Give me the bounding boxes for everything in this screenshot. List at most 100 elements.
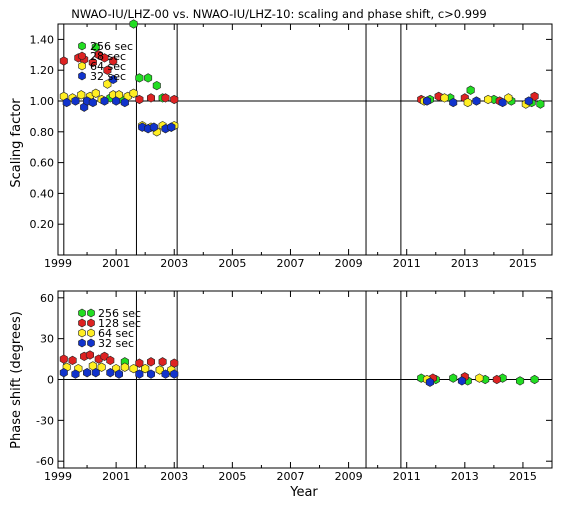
x-tick-label: 1999 [44, 257, 72, 270]
data-point [158, 357, 167, 367]
x-axis-label: Year [289, 485, 318, 500]
y-tick-label: 0.20 [30, 218, 55, 231]
legend-marker [87, 338, 95, 348]
data-point [112, 96, 121, 106]
data-point [530, 91, 539, 102]
x-tick-label: 2001 [102, 257, 130, 270]
plot-frame [57, 23, 553, 256]
data-point [152, 80, 161, 91]
data-point [483, 94, 493, 105]
data-point [129, 19, 138, 29]
legend-label: 64 sec [98, 327, 134, 340]
y-tick-label: 0 [47, 374, 54, 387]
data-point [161, 93, 170, 103]
legend-marker [87, 308, 95, 318]
data-point [170, 369, 179, 379]
data-point [449, 373, 458, 383]
data-point [91, 42, 100, 52]
y-axis-label-phase: Phase shift (degrees) [9, 311, 24, 449]
data-point [135, 358, 144, 368]
legend-marker [87, 328, 95, 338]
legend-marker [78, 338, 86, 348]
data-point [106, 355, 115, 366]
legend-label: 28 sec [90, 50, 126, 63]
data-point [167, 122, 176, 132]
data-point [62, 97, 71, 108]
data-point [129, 363, 138, 374]
chart-title: NWAO-IU/LHZ-00 vs. NWAO-IU/LHZ-10: scali… [71, 7, 486, 21]
data-point [141, 363, 150, 374]
data-point [530, 374, 539, 385]
data-point [135, 369, 144, 379]
data-point [147, 369, 155, 379]
x-tick-label: 2015 [509, 470, 537, 483]
data-point [83, 368, 92, 378]
data-point [149, 122, 158, 132]
y-tick-label: 0.40 [30, 187, 55, 200]
data-point [85, 350, 94, 360]
data-point [129, 88, 138, 98]
data-point [515, 376, 525, 386]
data-point [498, 97, 507, 108]
data-point [422, 96, 432, 106]
legend-marker [78, 41, 86, 51]
data-point [170, 94, 179, 105]
x-tick-label: 2003 [160, 257, 188, 270]
data-point [463, 97, 472, 108]
y-tick-label: 0.60 [30, 157, 55, 170]
data-point [59, 354, 68, 364]
data-point [144, 73, 153, 83]
data-point [100, 96, 109, 106]
data-point [524, 96, 533, 106]
data-point [472, 96, 481, 106]
x-tick-label: 2009 [335, 257, 363, 270]
data-point [91, 368, 100, 378]
x-tick-label: 2015 [509, 257, 537, 270]
y-axis-label-scaling: Scaling factor [9, 98, 24, 188]
data-point [135, 73, 144, 83]
legend-label: 128 sec [98, 317, 141, 330]
data-point [120, 362, 129, 372]
legend-label: 256 sec [90, 40, 133, 53]
data-point [91, 88, 100, 98]
data-point [59, 368, 68, 378]
data-point [59, 56, 68, 66]
data-point [147, 357, 155, 367]
data-point [135, 94, 144, 105]
legend-marker [87, 318, 95, 328]
legend-label: 32 sec [98, 337, 134, 350]
data-point [106, 368, 115, 378]
legend-marker [78, 71, 86, 81]
data-point [77, 90, 86, 100]
x-tick-label: 2001 [102, 470, 130, 483]
data-point [88, 57, 97, 68]
data-point [109, 74, 118, 85]
x-tick-label: 2003 [160, 470, 188, 483]
y-tick-label: 1.00 [30, 95, 55, 108]
y-tick-label: 1.20 [30, 64, 55, 77]
data-point [466, 85, 475, 95]
phase-shift-panel: 1999 2001 2003 2005 2007 2009 2011 2013 2015 60 30… [36, 290, 553, 483]
data-point [71, 369, 80, 379]
data-point [161, 369, 170, 379]
data-point [449, 97, 458, 108]
data-point [120, 97, 129, 108]
x-tick-label: 2013 [451, 257, 479, 270]
x-tick-label: 1999 [44, 470, 72, 483]
legend-marker [78, 51, 86, 61]
y-tick-label: 0.80 [30, 126, 55, 139]
y-tick-label: 60 [40, 292, 54, 305]
data-point [103, 65, 112, 75]
y-tick-label: -30 [36, 414, 54, 427]
x-tick-label: 2005 [218, 257, 246, 270]
y-tick-label: 1.40 [30, 33, 55, 46]
data-point [115, 369, 123, 379]
data-point [88, 97, 97, 108]
data-point [536, 99, 545, 109]
legend-label: 256 sec [98, 307, 141, 320]
data-point [425, 377, 435, 387]
data-point [71, 96, 80, 106]
legend-marker [78, 318, 86, 328]
legend-label: 32 sec [90, 70, 126, 83]
